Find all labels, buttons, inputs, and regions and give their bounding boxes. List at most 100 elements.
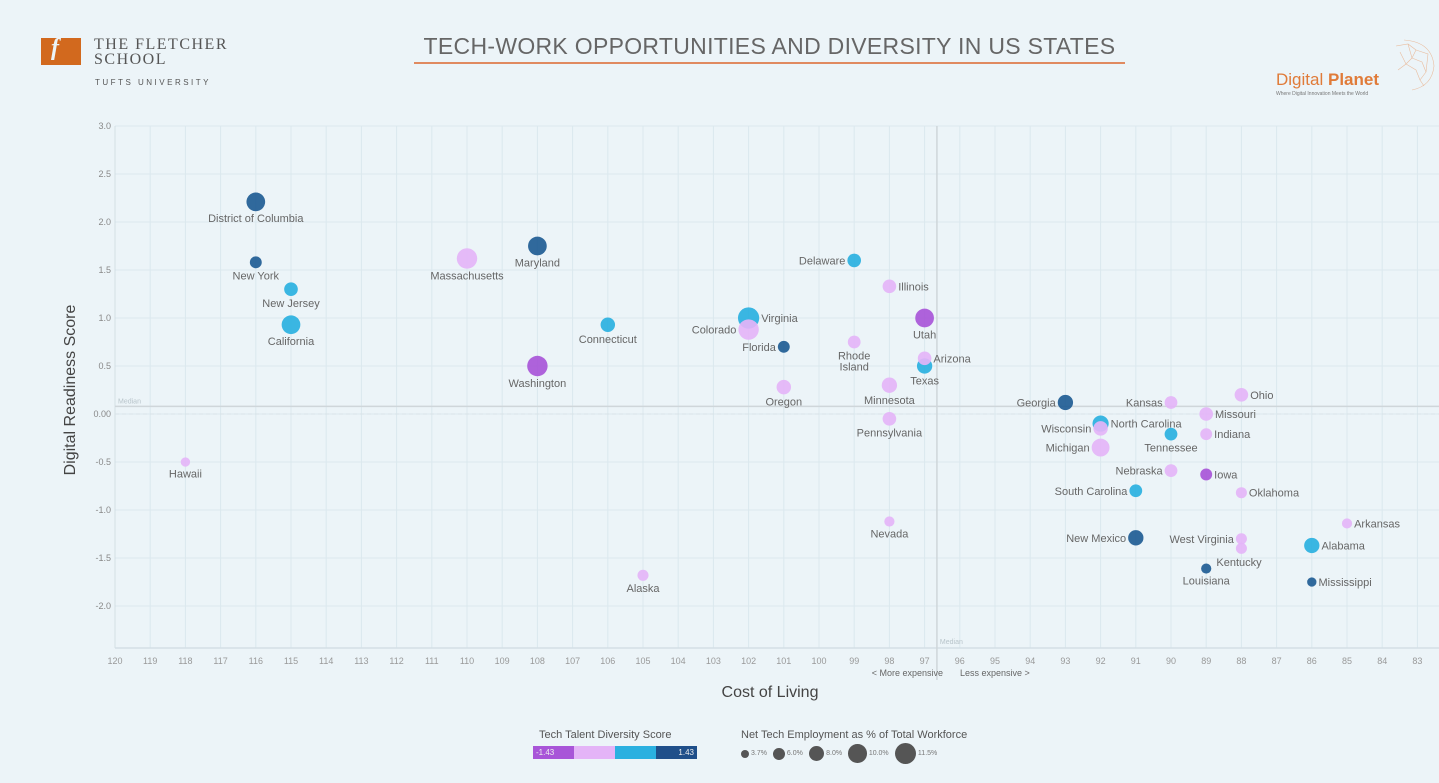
x-tick-label: 93 [1060,656,1070,666]
size-legend-dot [808,745,825,762]
x-tick-label: 99 [849,656,859,666]
x-tick-label: 87 [1272,656,1282,666]
point-label-line: South Carolina [1055,486,1129,498]
data-point [637,569,649,581]
point-label: Alaska [626,583,660,595]
data-point [1057,394,1074,411]
point-label-line: Rhode [838,350,870,362]
data-point [284,282,298,297]
point-label-line: Virginia [761,313,798,325]
point-label-line: New Jersey [262,298,320,310]
point-label: Colorado [692,325,737,337]
x-tick-label: 107 [565,656,580,666]
size-legend-label: 10.0% [868,750,889,758]
color-scale-bin-4: 1.43 [656,746,697,759]
point-label-line: Oregon [765,396,802,408]
x-tick-label: 91 [1131,656,1141,666]
point-label: Kentucky [1216,557,1262,569]
point-label-line: Illinois [898,281,929,293]
y-tick-label: -2.0 [95,601,111,611]
point-label: Iowa [1214,469,1238,481]
point-label-line: Georgia [1017,397,1057,409]
point-label-line: Florida [742,342,777,354]
x-tick-label: 110 [460,656,474,666]
point-label-line: District of Columbia [208,213,304,225]
data-point [847,253,862,268]
y-tick-label: 1.5 [98,265,111,275]
point-label-line: Michigan [1046,443,1090,455]
point-label-line: Iowa [1214,469,1238,481]
x-tick-label: 105 [635,656,650,666]
data-point [528,236,547,256]
size-legend-dot [894,743,916,765]
x-annotation-less-expensive: Less expensive > [960,668,1030,678]
data-point [1091,438,1110,457]
point-label-line: Kentucky [1216,557,1262,569]
school-subtitle: TUFTS UNIVERSITY [95,78,212,87]
data-point [777,340,790,353]
point-label: Michigan [1046,443,1090,455]
point-label-line: Nebraska [1116,466,1164,478]
point-label: Wisconsin [1041,423,1091,435]
point-label: West Virginia [1169,534,1234,546]
fletcher-mark-icon: f [41,35,81,65]
data-point [884,516,895,527]
point-label: Maryland [515,257,560,269]
point-label-line: Nevada [870,529,909,541]
size-legend-dot [772,747,785,760]
x-tick-label: 118 [178,656,192,666]
data-point [180,457,191,467]
point-label: South Carolina [1055,486,1129,498]
data-point [881,377,898,393]
data-point [1307,577,1317,587]
point-label: Illinois [898,281,929,293]
x-tick-label: 106 [600,656,615,666]
y-tick-label: 2.5 [98,169,111,179]
data-point [1235,542,1247,554]
chart-title: TECH-WORK OPPORTUNITIES AND DIVERSITY IN… [414,33,1125,64]
point-label-line: California [268,336,315,348]
x-tick-label: 84 [1377,656,1387,666]
point-label: New York [233,270,280,282]
globe-icon [1395,39,1435,91]
size-legend: Net Tech Employment as % of Total Workfo… [741,729,967,765]
y-tick-label: -1.5 [95,553,111,563]
x-axis-ticks: 120 119 118 117 116 115 114 113 112 111 110 109 108 1… [107,656,1422,666]
y-tick-label: 1.0 [98,313,111,323]
point-label-line: Alabama [1321,541,1365,553]
point-label-line: Mississippi [1318,577,1371,589]
size-legend-item: 3.7% [741,749,767,758]
x-tick-label: 86 [1307,656,1317,666]
x-tick-label: 112 [389,656,403,666]
color-legend: Tech Talent Diversity Score -1.43 1.43 [533,729,697,759]
point-label-line: Massachusetts [430,271,504,283]
x-tick-label: 89 [1201,656,1211,666]
point-label: Missouri [1215,409,1256,421]
point-label: Ohio [1250,390,1273,402]
point-label-line: Arkansas [1354,518,1400,530]
x-tick-label: 117 [213,656,227,666]
point-label-line: Texas [910,376,939,388]
y-tick-label: 2.0 [98,217,111,227]
x-tick-label: 102 [741,656,756,666]
data-point [1129,484,1143,498]
color-scale-bin-1: -1.43 [533,746,574,759]
x-tick-label: 88 [1236,656,1246,666]
median-label-horizontal: Median [118,398,141,405]
point-label: Tennessee [1144,443,1197,455]
data-point [1128,530,1144,546]
data-point [1201,563,1212,574]
x-tick-label: 119 [143,656,157,666]
point-label-line: Hawaii [169,469,202,481]
point-label: Washington [509,378,567,390]
size-legend-item: 10.0% [848,744,889,763]
point-label: Connecticut [579,334,637,346]
y-tick-label: -0.5 [95,457,111,467]
point-label: Nebraska [1116,466,1164,478]
point-label: New Jersey [262,298,320,310]
point-label: Oklahoma [1249,488,1300,500]
size-legend-dot [848,744,867,763]
point-labels: District of Columbia New York New Jersey Ca… [169,213,1401,595]
point-label: Arizona [933,353,971,365]
